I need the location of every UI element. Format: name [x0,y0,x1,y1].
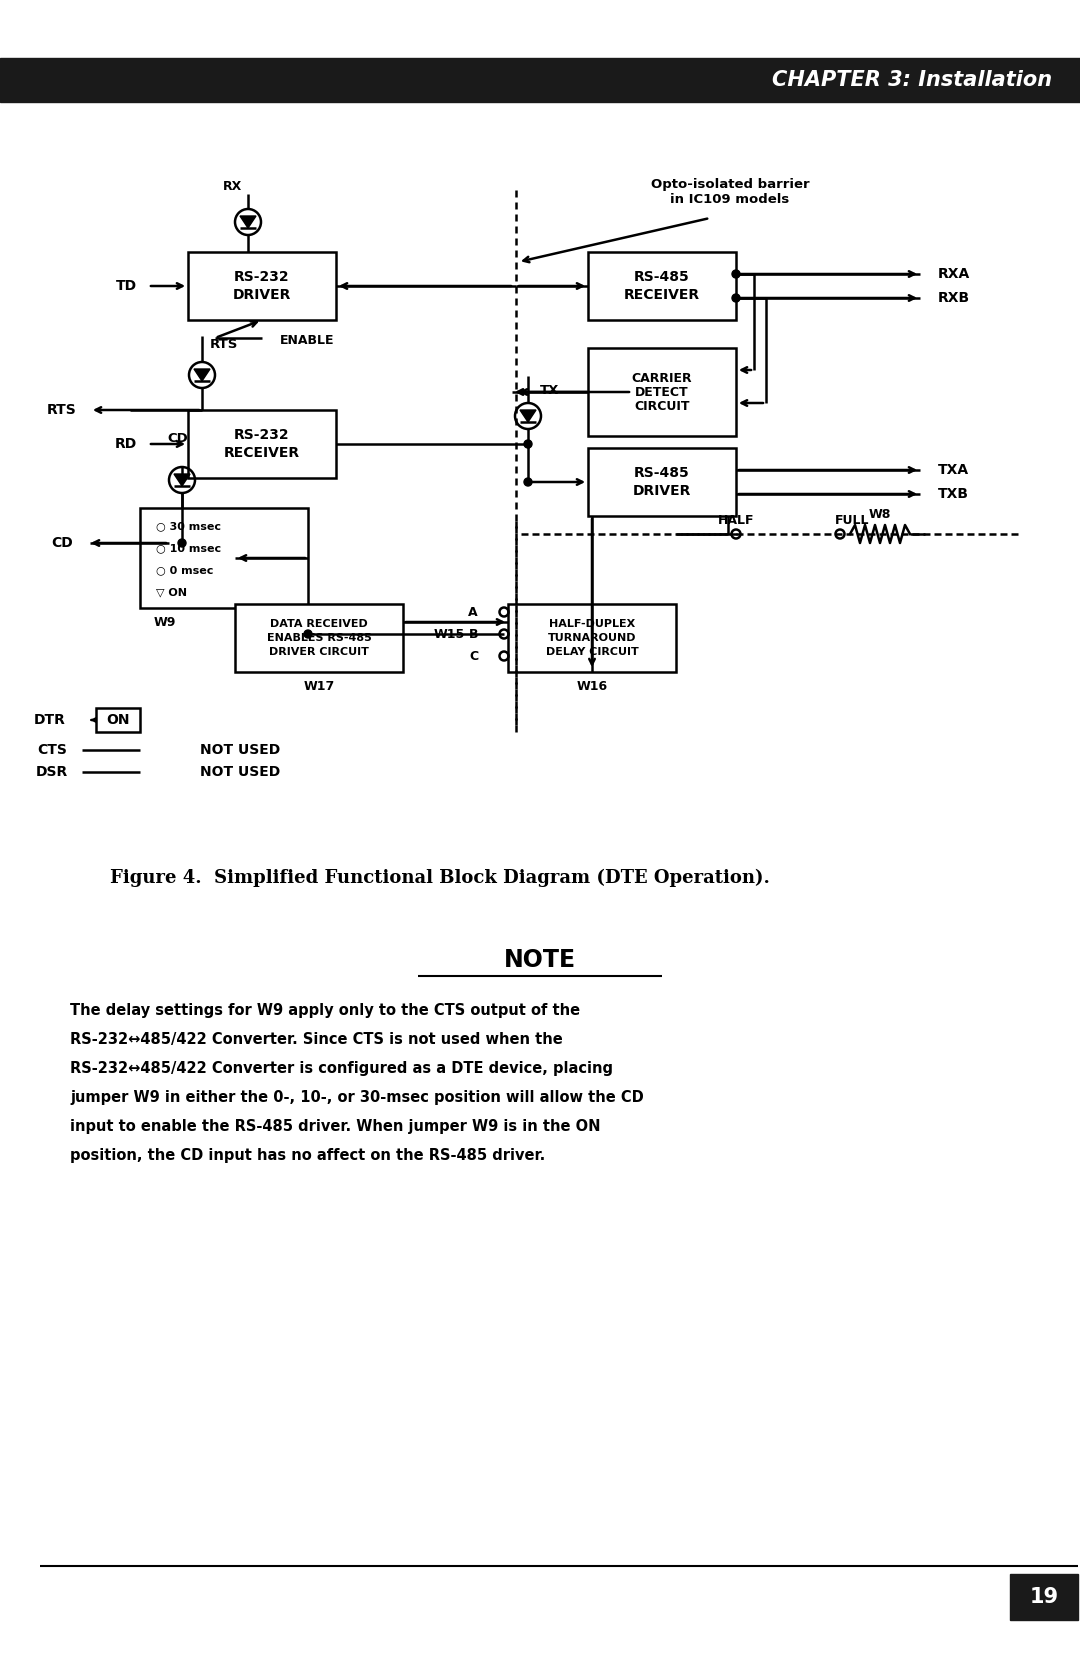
Text: RS-232↔485/422 Converter. Since CTS is not used when the: RS-232↔485/422 Converter. Since CTS is n… [70,1031,563,1046]
Text: DRIVER: DRIVER [233,289,292,302]
Text: DSR: DSR [36,764,68,779]
Text: TD: TD [116,279,136,294]
Text: RS-232: RS-232 [234,427,289,442]
Text: The delay settings for W9 apply only to the CTS output of the: The delay settings for W9 apply only to … [70,1003,580,1018]
Circle shape [732,294,740,302]
Text: ▽ ON: ▽ ON [156,587,187,598]
Text: DRIVER: DRIVER [633,484,691,497]
Text: W17: W17 [303,679,335,693]
Text: CTS: CTS [37,743,67,758]
Text: NOT USED: NOT USED [200,743,280,758]
Text: DTR: DTR [35,713,66,728]
Text: RXB: RXB [939,290,970,305]
Text: TURNAROUND: TURNAROUND [548,633,636,643]
Circle shape [524,441,532,447]
Bar [96,708,140,733]
Bar [0,58,1080,102]
Text: TXA: TXA [939,462,969,477]
Bar [1010,1574,1078,1621]
Text: W16: W16 [577,679,608,693]
Circle shape [524,477,532,486]
Text: RX: RX [222,180,242,192]
Text: W15: W15 [433,628,464,641]
Text: HALF: HALF [718,514,754,526]
Text: CARRIER: CARRIER [632,372,692,384]
Text: FULL: FULL [835,514,869,526]
Text: A: A [469,606,478,619]
Text: RTS: RTS [210,339,239,352]
Bar [588,447,735,516]
Text: TXB: TXB [939,487,969,501]
Text: DELAY CIRCUIT: DELAY CIRCUIT [545,648,638,658]
Polygon shape [519,411,536,422]
Text: Figure 4.  Simplified Functional Block Diagram (DTE Operation).: Figure 4. Simplified Functional Block Di… [110,870,770,888]
Bar [188,411,336,477]
Text: CD: CD [51,536,72,551]
Text: CD: CD [167,432,188,444]
Text: 19: 19 [1029,1587,1058,1607]
Text: input to enable the RS-485 driver. When jumper W9 is in the ON: input to enable the RS-485 driver. When … [70,1118,600,1133]
Circle shape [303,629,312,638]
Text: jumper W9 in either the 0-, 10-, or 30-msec position will allow the CD: jumper W9 in either the 0-, 10-, or 30-m… [70,1090,644,1105]
Polygon shape [194,369,210,381]
Text: Opto-isolated barrier
in IC109 models: Opto-isolated barrier in IC109 models [650,179,809,205]
Text: RD: RD [114,437,137,451]
Text: C: C [469,649,478,663]
Text: ENABLE: ENABLE [280,334,334,347]
Text: DETECT: DETECT [635,386,689,399]
Bar [188,252,336,320]
Text: RS-485: RS-485 [634,466,690,481]
Polygon shape [174,474,190,486]
Text: RECEIVER: RECEIVER [624,289,700,302]
Text: NOT USED: NOT USED [200,764,280,779]
Text: position, the CD input has no affect on the RS-485 driver.: position, the CD input has no affect on … [70,1148,545,1163]
Text: RS-485: RS-485 [634,270,690,284]
Bar [588,349,735,436]
Text: HALF-DUPLEX: HALF-DUPLEX [549,619,635,629]
Text: ON: ON [106,713,130,728]
Text: CHAPTER 3: Installation: CHAPTER 3: Installation [772,70,1052,90]
Bar [588,252,735,320]
Text: DRIVER CIRCUIT: DRIVER CIRCUIT [269,648,369,658]
Bar [508,604,676,673]
Bar [235,604,403,673]
Text: ○ 30 msec: ○ 30 msec [156,521,221,531]
Text: DATA RECEIVED: DATA RECEIVED [270,619,368,629]
Text: B: B [469,628,478,641]
Text: RXA: RXA [939,267,970,280]
Text: ENABLES RS-485: ENABLES RS-485 [267,633,372,643]
Text: ○ 0 msec: ○ 0 msec [156,566,214,576]
Text: RS-232: RS-232 [234,270,289,284]
Text: CIRCUIT: CIRCUIT [634,399,690,412]
Bar [140,507,308,608]
Circle shape [178,539,186,547]
Text: RTS: RTS [48,402,77,417]
Polygon shape [240,215,256,229]
Text: NOTE: NOTE [504,948,576,971]
Text: W9: W9 [154,616,176,629]
Text: ○ 10 msec: ○ 10 msec [156,542,221,552]
Text: TX: TX [540,384,559,397]
Text: RS-232↔485/422 Converter is configured as a DTE device, placing: RS-232↔485/422 Converter is configured a… [70,1060,613,1075]
Circle shape [732,270,740,279]
Text: RECEIVER: RECEIVER [224,446,300,461]
Text: W8: W8 [868,507,891,521]
